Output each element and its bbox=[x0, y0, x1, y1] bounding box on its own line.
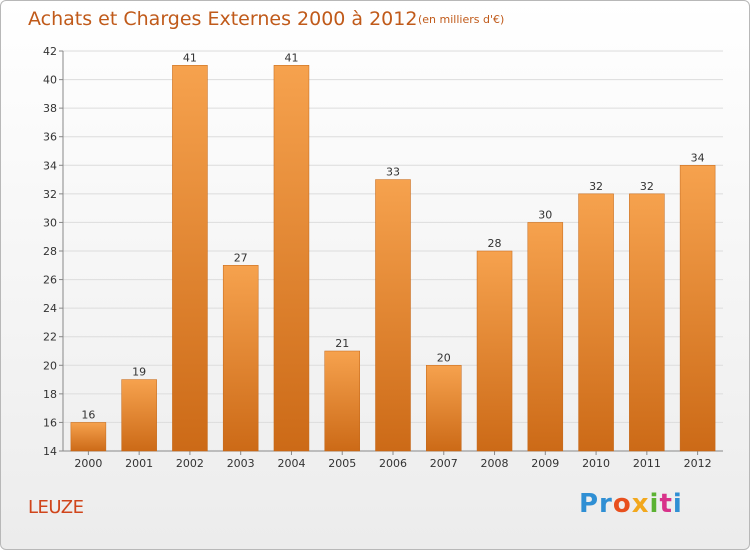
chart-subtitle: (en milliers d'€) bbox=[418, 13, 505, 26]
proxiti-logo: Proxiti bbox=[579, 489, 683, 519]
y-tick-label: 32 bbox=[43, 188, 57, 201]
x-tick-label: 2001 bbox=[125, 457, 153, 470]
bar bbox=[426, 365, 462, 452]
y-tick-label: 42 bbox=[43, 45, 57, 58]
bar-value-label: 32 bbox=[589, 180, 603, 193]
y-tick-label: 40 bbox=[43, 74, 57, 87]
labels: 14 16 18 20 22 24 26 28 30 32 34 36 38 40 42 16 2000 19 20… bbox=[43, 45, 712, 470]
bar-value-label: 20 bbox=[437, 351, 451, 364]
chart-title: Achats et Charges Externes 2000 à 2012 bbox=[28, 8, 418, 30]
x-tick-label: 2004 bbox=[277, 457, 305, 470]
x-tick-label: 2000 bbox=[74, 457, 102, 470]
y-tick-label: 34 bbox=[43, 159, 57, 172]
bar bbox=[629, 193, 665, 452]
bar-value-label: 41 bbox=[183, 51, 197, 64]
x-tick-label: 2009 bbox=[531, 457, 559, 470]
bars bbox=[70, 65, 716, 452]
y-tick-label: 18 bbox=[43, 388, 57, 401]
bar-value-label: 21 bbox=[335, 337, 349, 350]
bar-value-label: 34 bbox=[691, 151, 705, 164]
y-tick-label: 36 bbox=[43, 131, 57, 144]
y-tick-label: 16 bbox=[43, 416, 57, 429]
bar bbox=[273, 65, 310, 452]
bar bbox=[476, 250, 513, 452]
bar-value-label: 28 bbox=[488, 237, 502, 250]
y-tick-label: 22 bbox=[43, 331, 57, 344]
x-tick-label: 2006 bbox=[379, 457, 407, 470]
bar-value-label: 19 bbox=[132, 366, 146, 379]
bar bbox=[172, 65, 208, 452]
y-tick-label: 20 bbox=[43, 359, 57, 372]
x-tick-label: 2003 bbox=[227, 457, 255, 470]
y-tick-label: 30 bbox=[43, 216, 57, 229]
bar bbox=[679, 165, 716, 452]
bar-value-label: 41 bbox=[284, 51, 298, 64]
bar bbox=[222, 265, 259, 452]
x-tick-label: 2010 bbox=[582, 457, 610, 470]
x-tick-label: 2012 bbox=[684, 457, 712, 470]
commune-name: LEUZE bbox=[28, 497, 84, 518]
y-tick-label: 24 bbox=[43, 302, 57, 315]
bar-value-label: 33 bbox=[386, 166, 400, 179]
bar bbox=[70, 422, 107, 452]
bar bbox=[324, 350, 360, 452]
bar bbox=[527, 222, 564, 452]
y-tick-label: 14 bbox=[43, 445, 57, 458]
bar bbox=[121, 379, 157, 452]
y-tick-label: 28 bbox=[43, 245, 57, 258]
logo-part: o bbox=[612, 489, 632, 519]
x-tick-label: 2011 bbox=[633, 457, 661, 470]
bar-value-label: 27 bbox=[234, 251, 248, 264]
x-tick-label: 2005 bbox=[328, 457, 356, 470]
bar-value-label: 16 bbox=[81, 408, 95, 421]
logo-part: Pr bbox=[579, 489, 613, 519]
bar bbox=[578, 193, 614, 452]
logo-part: x bbox=[631, 489, 650, 519]
x-tick-label: 2008 bbox=[481, 457, 509, 470]
logo-part: t bbox=[659, 489, 673, 519]
bar-value-label: 30 bbox=[538, 208, 552, 221]
bar-value-label: 32 bbox=[640, 180, 654, 193]
x-tick-label: 2002 bbox=[176, 457, 204, 470]
y-tick-label: 26 bbox=[43, 274, 57, 287]
logo-part: i bbox=[672, 489, 683, 519]
x-tick-label: 2007 bbox=[430, 457, 458, 470]
logo-part: i bbox=[649, 489, 660, 519]
y-tick-label: 38 bbox=[43, 102, 57, 115]
bar bbox=[375, 179, 411, 452]
